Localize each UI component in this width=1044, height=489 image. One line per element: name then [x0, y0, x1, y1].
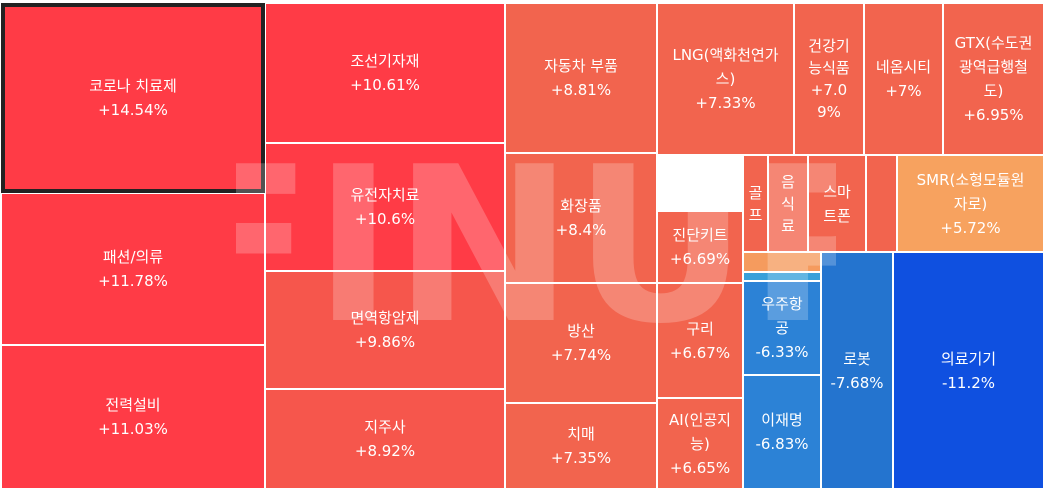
tile-구리[interactable]: 구리 +6.67%: [657, 283, 743, 398]
tile-name: LNG(액화천연가 스): [672, 46, 779, 88]
tile-value: -7.68%: [830, 373, 884, 392]
tile-name: 진단키트: [672, 226, 728, 244]
tile-value: +10.61%: [350, 76, 420, 94]
tile-전력설비[interactable]: 전력설비 +11.03%: [1, 345, 265, 489]
tile-smr-소형모듈원자로[interactable]: SMR(소형모듈원 자로) +5.72%: [897, 155, 1044, 252]
tile-name: 구리: [686, 319, 714, 338]
tile-lng-액화천연가스[interactable]: LNG(액화천연가 스) +7.33%: [657, 3, 794, 155]
tile-value: +8.92%: [354, 442, 416, 460]
tile-value: +6.67%: [669, 343, 731, 362]
tile-tile[interactable]: [743, 252, 821, 272]
tile-gtx-수도권광역급행철도[interactable]: GTX(수도권 광역급행철 도) +6.95%: [943, 3, 1044, 155]
tile-value: +6.65%: [669, 458, 731, 477]
tile-name: 건강기 능식품: [808, 37, 850, 77]
tile-방산[interactable]: 방산 +7.74%: [505, 283, 657, 403]
tile-name: 코로나 치료제: [89, 77, 177, 95]
tile-패션-의류[interactable]: 패션/의류 +11.78%: [1, 193, 265, 345]
tile-치매[interactable]: 치매 +7.35%: [505, 403, 657, 489]
tile-name: 치매: [567, 425, 595, 443]
tile-코로나-치료제[interactable]: 코로나 치료제 +14.54%: [1, 3, 265, 193]
tile-스마트폰[interactable]: 스마 트폰: [808, 155, 866, 252]
tile-진단키트[interactable]: 진단키트 +6.69%: [657, 211, 743, 283]
tile-name: 유전자치료: [350, 186, 420, 204]
tile-value: +11.78%: [98, 272, 168, 290]
tile-ai-인공지능[interactable]: AI(인공지 능) +6.65%: [657, 398, 743, 489]
tile-name: 조선기자재: [350, 52, 420, 70]
tile-value: +14.54%: [98, 101, 168, 119]
tile-면역항암제[interactable]: 면역항암제 +9.86%: [265, 271, 505, 389]
tile-value: +5.72%: [940, 218, 1001, 237]
tile-이재명[interactable]: 이재명 -6.83%: [743, 375, 821, 489]
tile-value: -6.33%: [755, 343, 809, 361]
tile-name: 방산: [567, 322, 595, 340]
tile-value: +9.86%: [354, 333, 416, 351]
tile-name: 의료기기: [940, 349, 997, 368]
tile-네옴시티[interactable]: 네옴시티 +7%: [864, 3, 943, 155]
tile-tile[interactable]: [743, 272, 821, 281]
tile-로봇[interactable]: 로봇 -7.68%: [821, 252, 893, 489]
tile-value: +7.35%: [550, 449, 612, 467]
tile-name: 지주사: [364, 418, 406, 436]
tile-name: 패션/의류: [102, 248, 164, 266]
tile-name: 이재명: [761, 411, 803, 429]
tile-name: 자동차 부품: [544, 57, 618, 75]
tile-건강기능식품[interactable]: 건강기 능식품 +7.0 9%: [794, 3, 864, 155]
tile-name: 골 프: [748, 183, 763, 224]
tile-value: +10.6%: [354, 210, 416, 228]
tile-우주항공[interactable]: 우주항 공 -6.33%: [743, 281, 821, 375]
tile-지주사[interactable]: 지주사 +8.92%: [265, 389, 505, 489]
tile-value: +8.81%: [550, 81, 612, 99]
tile-name: 로봇: [843, 349, 871, 368]
tile-name: 스마 트폰: [823, 182, 851, 225]
tile-name: 화장품: [560, 197, 602, 215]
tile-유전자치료[interactable]: 유전자치료 +10.6%: [265, 143, 505, 271]
tile-name: 음 식 료: [781, 172, 795, 235]
tile-name: 네옴시티: [875, 58, 932, 76]
tile-tile[interactable]: [866, 155, 897, 252]
tile-조선기자재[interactable]: 조선기자재 +10.61%: [265, 3, 505, 143]
tile-name: SMR(소형모듈원 자로): [916, 170, 1025, 213]
tile-의료기기[interactable]: 의료기기 -11.2%: [893, 252, 1044, 489]
tile-name: 전력설비: [105, 396, 161, 414]
tile-name: AI(인공지 능): [669, 410, 731, 453]
tile-골프[interactable]: 골 프: [743, 155, 768, 252]
tile-value: -11.2%: [941, 373, 996, 392]
tile-화장품[interactable]: 화장품 +8.4%: [505, 153, 657, 283]
tile-name: 우주항 공: [761, 295, 803, 337]
tile-value: +7.33%: [695, 94, 756, 112]
tile-value: -6.83%: [755, 435, 809, 453]
tile-음식료[interactable]: 음 식 료: [768, 155, 808, 252]
tile-value: +8.4%: [555, 221, 607, 239]
tile-value: +7%: [885, 82, 922, 100]
tile-자동차-부품[interactable]: 자동차 부품 +8.81%: [505, 3, 657, 153]
tile-value: +11.03%: [98, 420, 168, 438]
tile-name: 면역항암제: [350, 309, 420, 327]
tile-name: GTX(수도권 광역급행철 도): [954, 34, 1033, 100]
tile-value: +7.74%: [550, 346, 612, 364]
tile-value: +6.69%: [669, 250, 731, 268]
tile-value: +7.0 9%: [810, 81, 848, 121]
tile-value: +6.95%: [963, 106, 1024, 124]
